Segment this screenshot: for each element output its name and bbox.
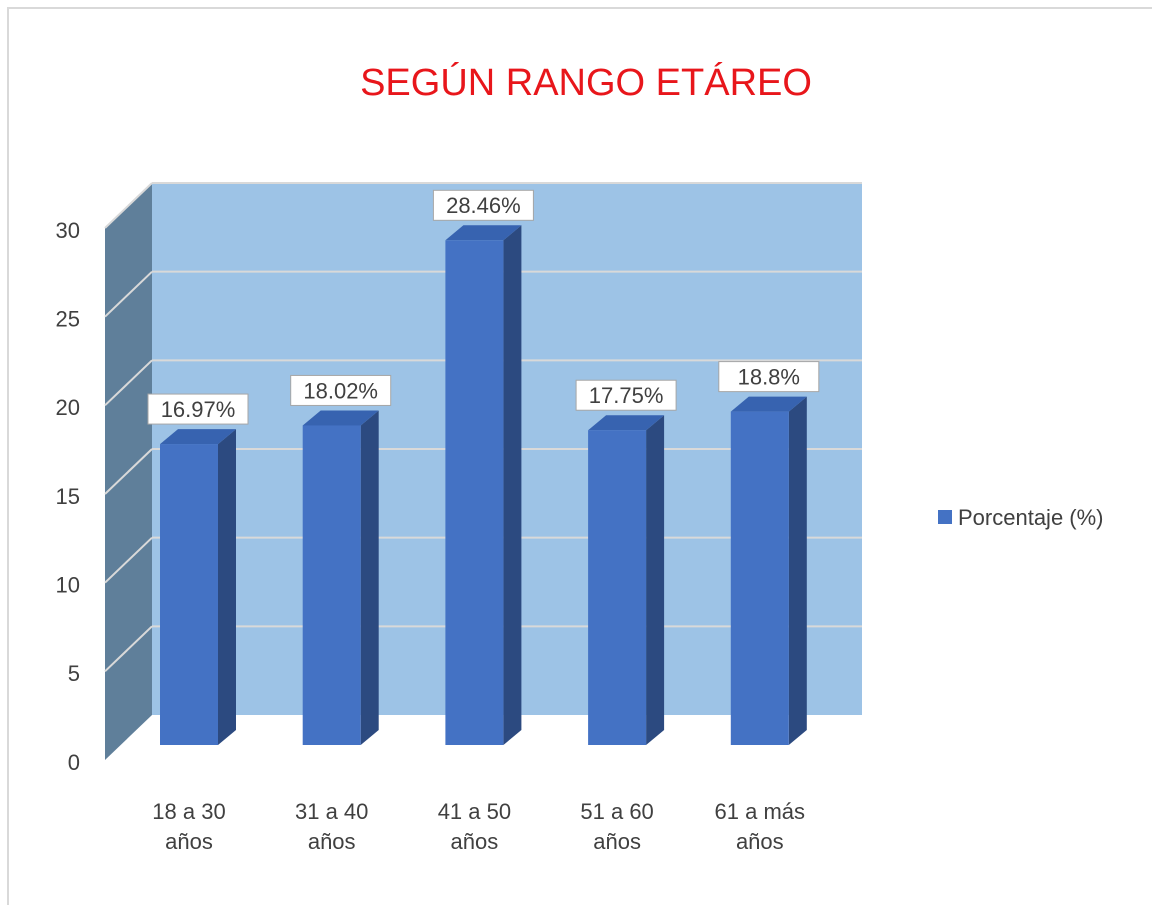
legend-label: Porcentaje (%) (958, 505, 1104, 530)
bar-side (503, 225, 522, 745)
bar (730, 411, 789, 745)
bar-top (588, 415, 665, 431)
bar (302, 425, 361, 745)
chart-frame (7, 7, 1152, 905)
y-tick-label: 15 (56, 484, 80, 509)
legend-swatch (938, 510, 952, 524)
bar (160, 444, 218, 745)
chart-title: SEGÚN RANGO ETÁREO (360, 61, 812, 104)
y-tick-label: 20 (56, 395, 80, 420)
label-box (147, 393, 249, 425)
y-tick-label: 25 (56, 306, 80, 331)
bar-top (302, 410, 379, 426)
bar (445, 240, 504, 745)
grid-line (104, 448, 153, 495)
y-tick-label: 10 (56, 572, 80, 597)
bar (588, 430, 647, 745)
x-tick-label: 41 a 50 años (437, 799, 512, 854)
bar-top (160, 429, 236, 445)
x-tick-label: 31 a 40 años (294, 799, 369, 854)
y-tick-label: 0 (68, 750, 80, 775)
label-box (432, 189, 534, 221)
bar-side (360, 410, 379, 745)
data-label: 17.75% (589, 383, 664, 408)
data-label: 18.8% (738, 364, 800, 389)
label-box (290, 374, 392, 406)
y-tick-label: 5 (68, 661, 80, 686)
bar-side (218, 429, 236, 745)
data-label: 18.02% (303, 378, 378, 403)
grid-line (104, 536, 153, 584)
label-box (718, 361, 820, 393)
data-label: 28.46% (446, 193, 521, 218)
bar-top (445, 225, 522, 241)
grid-line (104, 359, 153, 407)
bar-side (646, 415, 665, 745)
bar-side (788, 396, 807, 745)
y-tick-label: 30 (56, 218, 80, 243)
grid-line (104, 182, 153, 229)
grid-line (104, 270, 153, 318)
x-tick-label: 51 a 60 años (580, 799, 654, 854)
grid-line (104, 625, 153, 673)
x-tick-label: 18 a 30 años (152, 799, 226, 854)
label-box (575, 379, 677, 411)
x-tick-label: 61 a más años (714, 799, 806, 854)
bar-top (730, 396, 807, 412)
data-label: 16.97% (161, 397, 236, 422)
